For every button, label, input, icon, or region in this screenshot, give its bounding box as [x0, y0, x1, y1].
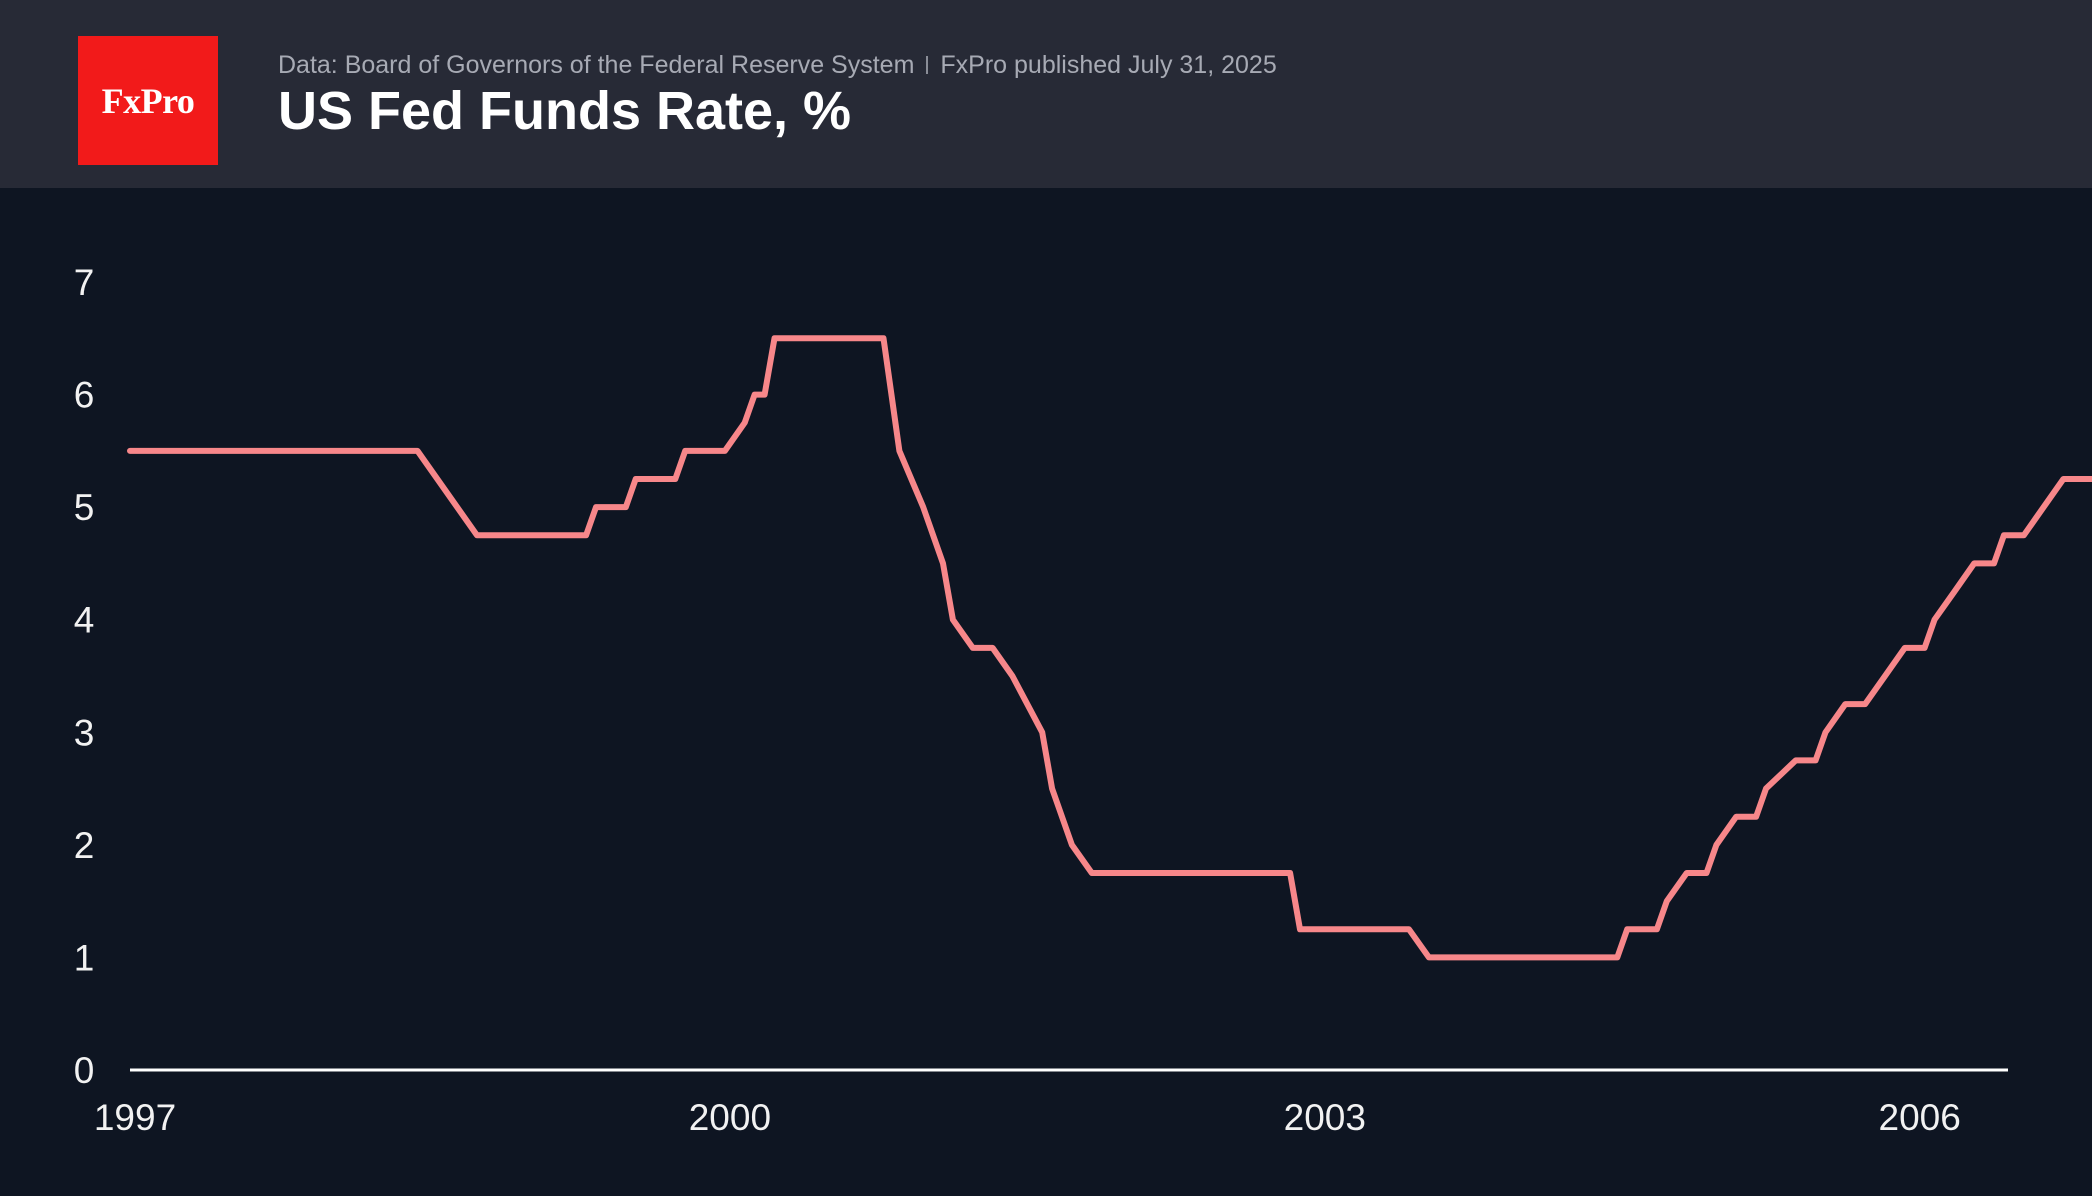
- y-axis-ticks: 0 1 2 3 4 5 6 7: [74, 262, 95, 1091]
- x-tick-label: 2006: [1879, 1097, 1961, 1138]
- data-source: Data: Board of Governors of the Federal …: [278, 50, 915, 79]
- y-tick-label: 5: [74, 487, 95, 528]
- chart-title: US Fed Funds Rate, %: [278, 81, 852, 141]
- x-tick-label: 1997: [94, 1097, 176, 1138]
- x-tick-label: 2003: [1284, 1097, 1366, 1138]
- y-tick-label: 7: [74, 262, 95, 303]
- source-line: Data: Board of Governors of the Federal …: [278, 48, 1277, 82]
- y-tick-label: 1: [74, 937, 95, 978]
- fxpro-logo: FxPro: [78, 36, 218, 165]
- x-axis-ticks: 1997200020032006200920122015201820212024: [94, 1097, 1961, 1138]
- x-tick-label: 2000: [689, 1097, 771, 1138]
- published-date: FxPro published July 31, 2025: [940, 50, 1277, 79]
- y-tick-label: 2: [74, 825, 95, 866]
- logo-text: FxPro: [101, 80, 195, 121]
- y-tick-label: 3: [74, 712, 95, 753]
- y-tick-label: 0: [74, 1050, 95, 1091]
- header-bar: FxPro Data: Board of Governors of the Fe…: [0, 0, 2092, 188]
- y-tick-label: 4: [74, 600, 95, 641]
- separator: [926, 56, 929, 74]
- series-line: [127, 335, 2092, 961]
- y-tick-label: 6: [74, 375, 95, 416]
